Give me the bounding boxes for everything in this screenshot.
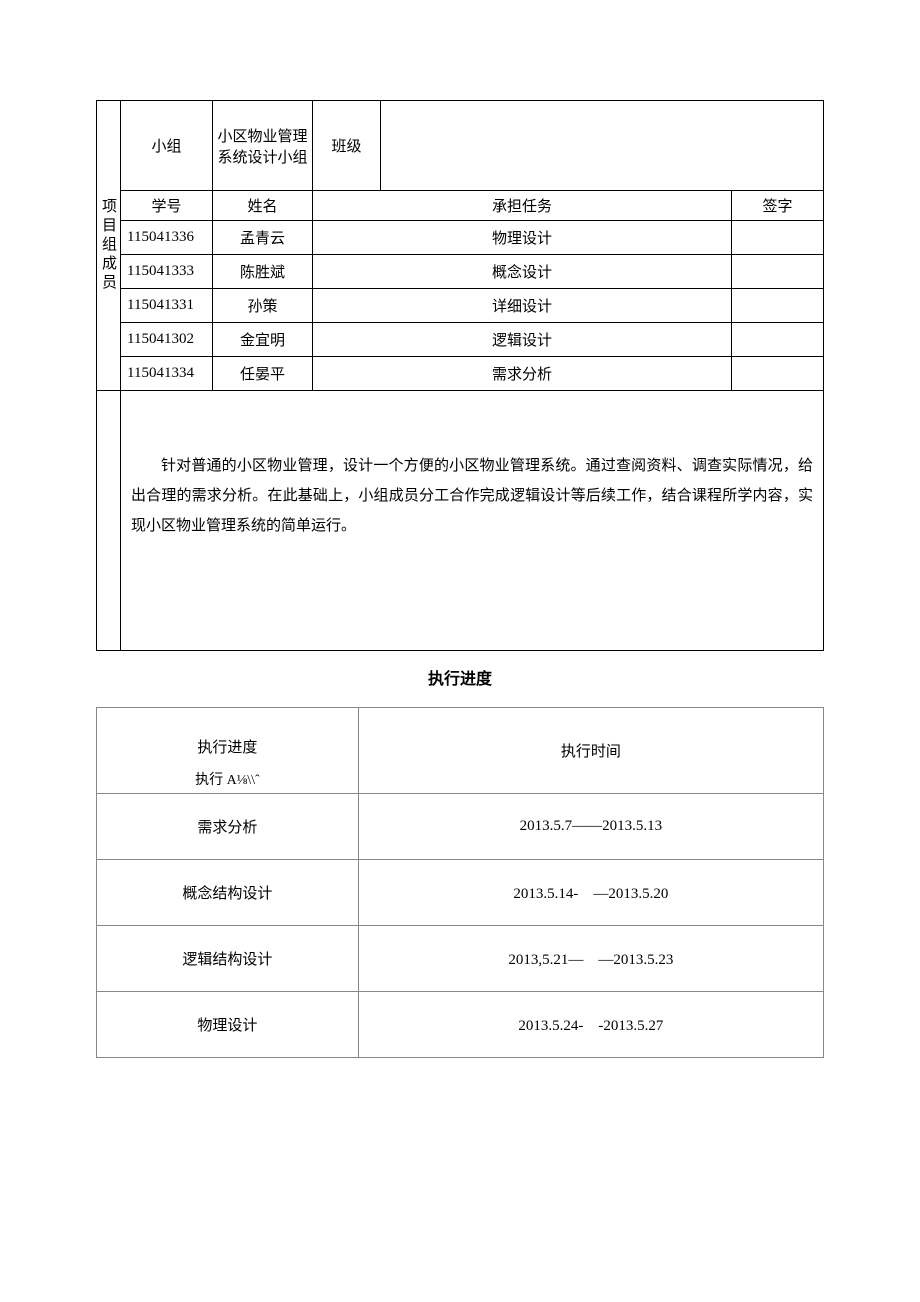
progress-section-title: 执行进度 (96, 665, 824, 689)
member-sign (732, 255, 824, 289)
member-task: 详细设计 (313, 289, 732, 323)
members-header-row: 学号 姓名 承担任务 签字 (97, 191, 824, 221)
progress-time: 2013.5.24- -2013.5.27 (358, 992, 823, 1058)
member-task: 逻辑设计 (313, 323, 732, 357)
progress-row: 概念结构设计 2013.5.14- —2013.5.20 (97, 860, 824, 926)
group-header-row: 项目组成员 小组 小区物业管理系统设计小组 班级 (97, 101, 824, 191)
member-row: 115041333 陈胜斌 概念设计 (97, 255, 824, 289)
description-text: 针对普通的小区物业管理，设计一个方便的小区物业管理系统。通过查阅资料、调查实际情… (131, 451, 813, 541)
progress-row: 物理设计 2013.5.24- -2013.5.27 (97, 992, 824, 1058)
member-name: 陈胜斌 (213, 255, 313, 289)
member-name: 任晏平 (213, 357, 313, 391)
dept-value: 小区物业管理系统设计小组 (213, 101, 313, 191)
progress-time: 2013.5.14- —2013.5.20 (358, 860, 823, 926)
member-task: 物理设计 (313, 221, 732, 255)
description-cell: 针对普通的小区物业管理，设计一个方便的小区物业管理系统。通过查阅资料、调查实际情… (121, 391, 824, 651)
member-id: 115041331 (121, 289, 213, 323)
progress-row: 逻辑结构设计 2013,5.21— —2013.5.23 (97, 926, 824, 992)
member-sign (732, 323, 824, 357)
progress-header-left-main: 执行进度 (101, 736, 354, 757)
member-task: 概念设计 (313, 255, 732, 289)
progress-item: 逻辑结构设计 (97, 926, 359, 992)
member-row: 115041336 孟青云 物理设计 (97, 221, 824, 255)
project-info-table: 项目组成员 小组 小区物业管理系统设计小组 班级 学号 姓名 承担任务 签字 1… (96, 100, 824, 651)
member-name: 金宜明 (213, 323, 313, 357)
progress-header-left: 执行进度 执行 A⅛\\ˆ (97, 708, 359, 794)
member-name: 孟青云 (213, 221, 313, 255)
member-row: 115041334 任晏平 需求分析 (97, 357, 824, 391)
member-sign (732, 289, 824, 323)
progress-item: 物理设计 (97, 992, 359, 1058)
progress-time: 2013.5.7——2013.5.13 (358, 794, 823, 860)
description-row: 针对普通的小区物业管理，设计一个方便的小区物业管理系统。通过查阅资料、调查实际情… (97, 391, 824, 651)
class-value (381, 101, 824, 191)
member-name: 孙策 (213, 289, 313, 323)
member-id: 115041333 (121, 255, 213, 289)
member-id: 115041336 (121, 221, 213, 255)
member-task: 需求分析 (313, 357, 732, 391)
progress-table: 执行进度 执行 A⅛\\ˆ 执行时间 需求分析 2013.5.7——2013.5… (96, 707, 824, 1058)
progress-row: 需求分析 2013.5.7——2013.5.13 (97, 794, 824, 860)
col-name: 姓名 (213, 191, 313, 221)
group-label: 小组 (121, 101, 213, 191)
member-sign (732, 221, 824, 255)
progress-item: 概念结构设计 (97, 860, 359, 926)
col-task: 承担任务 (313, 191, 732, 221)
member-id: 115041302 (121, 323, 213, 357)
progress-header-right: 执行时间 (358, 708, 823, 794)
member-sign (732, 357, 824, 391)
class-label: 班级 (313, 101, 381, 191)
col-sign: 签字 (732, 191, 824, 221)
progress-header-left-sub: 执行 A⅛\\ˆ (101, 769, 354, 789)
progress-header-row: 执行进度 执行 A⅛\\ˆ 执行时间 (97, 708, 824, 794)
members-vertical-label: 项目组成员 (97, 101, 121, 391)
progress-time: 2013,5.21— —2013.5.23 (358, 926, 823, 992)
member-id: 115041334 (121, 357, 213, 391)
member-row: 115041302 金宜明 逻辑设计 (97, 323, 824, 357)
col-id: 学号 (121, 191, 213, 221)
member-row: 115041331 孙策 详细设计 (97, 289, 824, 323)
progress-item: 需求分析 (97, 794, 359, 860)
